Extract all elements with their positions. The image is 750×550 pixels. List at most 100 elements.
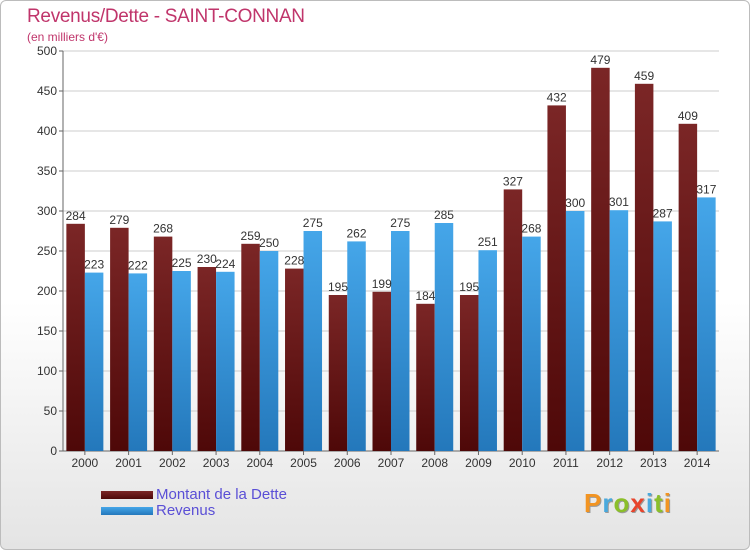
bar-dette [328,295,348,451]
bar-revenus [216,271,235,451]
x-tick-label: 2001 [115,456,142,470]
y-tick-label: 150 [37,324,57,338]
bar-dette [66,223,85,451]
data-label-revenus: 275 [390,216,410,230]
data-label-revenus: 222 [128,258,148,272]
chart-title: Revenus/Dette - SAINT-CONNAN [27,6,305,27]
data-label-revenus: 223 [84,258,104,272]
bar-revenus [478,250,497,451]
y-tick-label: 0 [50,444,57,458]
bar-revenus [565,211,585,451]
data-label-dette: 199 [372,277,392,291]
bar-dette [241,243,260,451]
data-label-dette: 284 [66,209,86,223]
x-tick-label: 2009 [465,456,492,470]
bar-revenus [522,236,541,451]
bar-revenus [172,271,191,451]
data-label-revenus: 300 [565,196,585,210]
y-tick-label: 400 [37,124,57,138]
bar-revenus [609,210,629,451]
bar-dette [459,295,479,451]
data-label-revenus: 317 [696,182,716,196]
data-label-dette: 327 [503,174,523,188]
x-tick-label: 2006 [334,456,361,470]
data-label-dette: 459 [634,69,654,83]
bar-revenus [653,221,672,451]
bar-revenus [303,231,323,451]
y-tick-label: 350 [37,164,57,178]
data-label-dette: 259 [241,229,261,243]
bar-revenus [391,231,410,451]
logo-letter: x [630,488,646,518]
x-tick-label: 2010 [509,456,536,470]
bar-dette [547,105,566,452]
data-label-dette: 230 [197,252,217,266]
y-tick-label: 250 [37,244,57,258]
data-label-revenus: 268 [521,222,541,236]
data-label-revenus: 224 [215,257,235,271]
data-label-revenus: 251 [478,235,498,249]
bar-dette [110,227,129,451]
data-label-dette: 279 [109,213,129,227]
data-label-revenus: 301 [609,195,629,209]
bar-dette [634,83,654,452]
data-label-dette: 479 [590,53,610,67]
bar-dette [503,189,523,451]
y-tick-label: 50 [44,404,58,418]
bar-dette [591,67,610,452]
data-label-dette: 409 [678,109,698,123]
logo-letter: P [584,488,603,518]
chart-subtitle: (en milliers d'€) [27,30,108,44]
data-label-dette: 432 [547,90,567,104]
data-label-revenus: 225 [172,256,192,270]
legend-swatch-dette [101,491,153,499]
logo-letter: t [654,488,664,518]
data-label-dette: 195 [459,280,479,294]
logo-letter: r [602,488,614,518]
logo-letter: o [613,488,631,518]
legend-label-dette: Montant de la Dette [156,486,287,503]
data-label-revenus: 262 [347,226,367,240]
data-label-dette: 195 [328,280,348,294]
bar-revenus [347,241,366,451]
bar-dette [678,123,698,452]
x-tick-label: 2004 [246,456,273,470]
data-label-dette: 184 [415,289,435,303]
y-tick-label: 200 [37,284,57,298]
bar-revenus [434,223,454,451]
data-label-dette: 228 [284,254,304,268]
bar-revenus [697,197,716,451]
bar-revenus [128,273,148,451]
y-tick-label: 100 [37,364,57,378]
data-label-revenus: 285 [434,208,454,222]
data-label-dette: 268 [153,222,173,236]
x-tick-label: 2013 [640,456,667,470]
bar-dette [197,267,217,451]
data-label-revenus: 250 [259,236,279,250]
y-tick-label: 500 [37,44,57,58]
x-tick-label: 2011 [553,456,579,470]
legend-swatch-revenus [101,507,153,515]
logo-letter: i [663,488,672,518]
bar-revenus [84,272,104,451]
y-tick-label: 300 [37,204,57,218]
x-tick-label: 2014 [684,456,711,470]
bar-dette [416,303,435,451]
x-tick-label: 2007 [378,456,405,470]
legend-label-revenus: Revenus [156,502,216,519]
x-tick-label: 2012 [596,456,623,470]
proxiti-logo: Proxiti [584,488,672,519]
logo-letter: i [645,488,655,518]
x-tick-label: 2005 [290,456,317,470]
data-label-revenus: 287 [653,206,673,220]
data-label-revenus: 275 [303,216,323,230]
bar-dette [285,268,304,451]
bar-revenus [259,251,279,451]
y-tick-label: 450 [37,84,57,98]
bar-dette [372,291,391,451]
x-tick-label: 2003 [203,456,230,470]
bar-dette [153,236,173,451]
x-tick-label: 2002 [159,456,186,470]
